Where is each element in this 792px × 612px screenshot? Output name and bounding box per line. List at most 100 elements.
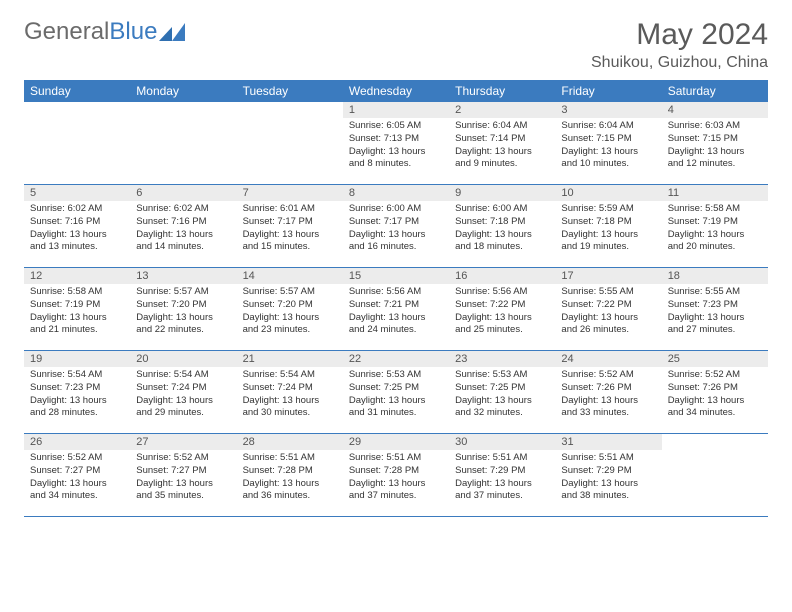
day-details: Sunrise: 6:03 AMSunset: 7:15 PMDaylight:…: [662, 118, 768, 175]
calendar-cell: 26Sunrise: 5:52 AMSunset: 7:27 PMDayligh…: [24, 434, 130, 517]
day-number: 9: [449, 185, 555, 201]
calendar-cell: 15Sunrise: 5:56 AMSunset: 7:21 PMDayligh…: [343, 268, 449, 351]
calendar-cell: 6Sunrise: 6:02 AMSunset: 7:16 PMDaylight…: [130, 185, 236, 268]
location: Shuikou, Guizhou, China: [591, 54, 768, 72]
day-details: Sunrise: 6:00 AMSunset: 7:17 PMDaylight:…: [343, 201, 449, 258]
calendar-row: 26Sunrise: 5:52 AMSunset: 7:27 PMDayligh…: [24, 434, 768, 517]
calendar-cell: 29Sunrise: 5:51 AMSunset: 7:28 PMDayligh…: [343, 434, 449, 517]
calendar-cell: 13Sunrise: 5:57 AMSunset: 7:20 PMDayligh…: [130, 268, 236, 351]
day-details: Sunrise: 5:56 AMSunset: 7:21 PMDaylight:…: [343, 284, 449, 341]
day-number: 8: [343, 185, 449, 201]
day-details: Sunrise: 5:55 AMSunset: 7:22 PMDaylight:…: [555, 284, 661, 341]
month-title: May 2024: [591, 18, 768, 52]
day-details: Sunrise: 5:59 AMSunset: 7:18 PMDaylight:…: [555, 201, 661, 258]
day-number: 30: [449, 434, 555, 450]
calendar-cell: 11Sunrise: 5:58 AMSunset: 7:19 PMDayligh…: [662, 185, 768, 268]
calendar-cell: 23Sunrise: 5:53 AMSunset: 7:25 PMDayligh…: [449, 351, 555, 434]
calendar-cell: 5Sunrise: 6:02 AMSunset: 7:16 PMDaylight…: [24, 185, 130, 268]
day-details: Sunrise: 5:51 AMSunset: 7:28 PMDaylight:…: [343, 450, 449, 507]
day-details: Sunrise: 6:05 AMSunset: 7:13 PMDaylight:…: [343, 118, 449, 175]
day-number: 19: [24, 351, 130, 367]
day-details: Sunrise: 6:04 AMSunset: 7:15 PMDaylight:…: [555, 118, 661, 175]
day-details: Sunrise: 5:54 AMSunset: 7:24 PMDaylight:…: [237, 367, 343, 424]
day-number: 5: [24, 185, 130, 201]
calendar-cell: [662, 434, 768, 517]
day-number: 16: [449, 268, 555, 284]
day-details: Sunrise: 6:02 AMSunset: 7:16 PMDaylight:…: [130, 201, 236, 258]
calendar-cell: 30Sunrise: 5:51 AMSunset: 7:29 PMDayligh…: [449, 434, 555, 517]
calendar-head: SundayMondayTuesdayWednesdayThursdayFrid…: [24, 80, 768, 102]
day-number: 6: [130, 185, 236, 201]
logo: GeneralBlue: [24, 18, 185, 46]
calendar-cell: 8Sunrise: 6:00 AMSunset: 7:17 PMDaylight…: [343, 185, 449, 268]
day-number: 22: [343, 351, 449, 367]
day-number: 24: [555, 351, 661, 367]
calendar-cell: 12Sunrise: 5:58 AMSunset: 7:19 PMDayligh…: [24, 268, 130, 351]
day-details: Sunrise: 5:54 AMSunset: 7:24 PMDaylight:…: [130, 367, 236, 424]
calendar-row: 1Sunrise: 6:05 AMSunset: 7:13 PMDaylight…: [24, 102, 768, 185]
calendar-cell: [24, 102, 130, 185]
calendar-cell: 14Sunrise: 5:57 AMSunset: 7:20 PMDayligh…: [237, 268, 343, 351]
calendar-cell: 7Sunrise: 6:01 AMSunset: 7:17 PMDaylight…: [237, 185, 343, 268]
weekday-header: Monday: [130, 80, 236, 102]
calendar-cell: 2Sunrise: 6:04 AMSunset: 7:14 PMDaylight…: [449, 102, 555, 185]
day-number: 27: [130, 434, 236, 450]
day-number: 17: [555, 268, 661, 284]
day-details: Sunrise: 6:02 AMSunset: 7:16 PMDaylight:…: [24, 201, 130, 258]
day-number: 1: [343, 102, 449, 118]
day-details: Sunrise: 5:56 AMSunset: 7:22 PMDaylight:…: [449, 284, 555, 341]
weekday-header: Wednesday: [343, 80, 449, 102]
day-number: 26: [24, 434, 130, 450]
calendar-cell: 28Sunrise: 5:51 AMSunset: 7:28 PMDayligh…: [237, 434, 343, 517]
calendar-row: 5Sunrise: 6:02 AMSunset: 7:16 PMDaylight…: [24, 185, 768, 268]
day-number: 13: [130, 268, 236, 284]
day-number: 25: [662, 351, 768, 367]
day-number: 23: [449, 351, 555, 367]
calendar-cell: 17Sunrise: 5:55 AMSunset: 7:22 PMDayligh…: [555, 268, 661, 351]
day-number: 21: [237, 351, 343, 367]
day-details: Sunrise: 5:55 AMSunset: 7:23 PMDaylight:…: [662, 284, 768, 341]
weekday-header: Thursday: [449, 80, 555, 102]
day-number: 31: [555, 434, 661, 450]
logo-icon: [159, 23, 185, 41]
day-details: Sunrise: 5:52 AMSunset: 7:26 PMDaylight:…: [662, 367, 768, 424]
title-block: May 2024 Shuikou, Guizhou, China: [591, 18, 768, 72]
day-details: Sunrise: 5:52 AMSunset: 7:27 PMDaylight:…: [130, 450, 236, 507]
calendar-row: 19Sunrise: 5:54 AMSunset: 7:23 PMDayligh…: [24, 351, 768, 434]
calendar-cell: 24Sunrise: 5:52 AMSunset: 7:26 PMDayligh…: [555, 351, 661, 434]
weekday-header: Tuesday: [237, 80, 343, 102]
calendar-cell: 27Sunrise: 5:52 AMSunset: 7:27 PMDayligh…: [130, 434, 236, 517]
calendar-cell: 25Sunrise: 5:52 AMSunset: 7:26 PMDayligh…: [662, 351, 768, 434]
calendar-cell: [130, 102, 236, 185]
day-number: 18: [662, 268, 768, 284]
calendar-cell: 20Sunrise: 5:54 AMSunset: 7:24 PMDayligh…: [130, 351, 236, 434]
day-number: 29: [343, 434, 449, 450]
calendar-row: 12Sunrise: 5:58 AMSunset: 7:19 PMDayligh…: [24, 268, 768, 351]
header: GeneralBlue May 2024 Shuikou, Guizhou, C…: [24, 18, 768, 72]
day-details: Sunrise: 5:51 AMSunset: 7:29 PMDaylight:…: [555, 450, 661, 507]
day-number: 12: [24, 268, 130, 284]
calendar-cell: 3Sunrise: 6:04 AMSunset: 7:15 PMDaylight…: [555, 102, 661, 185]
logo-text-blue: Blue: [109, 18, 157, 46]
day-details: Sunrise: 5:52 AMSunset: 7:27 PMDaylight:…: [24, 450, 130, 507]
day-details: Sunrise: 5:58 AMSunset: 7:19 PMDaylight:…: [662, 201, 768, 258]
day-number: 15: [343, 268, 449, 284]
day-details: Sunrise: 5:51 AMSunset: 7:28 PMDaylight:…: [237, 450, 343, 507]
day-details: Sunrise: 5:52 AMSunset: 7:26 PMDaylight:…: [555, 367, 661, 424]
calendar-cell: 16Sunrise: 5:56 AMSunset: 7:22 PMDayligh…: [449, 268, 555, 351]
calendar-cell: 22Sunrise: 5:53 AMSunset: 7:25 PMDayligh…: [343, 351, 449, 434]
day-details: Sunrise: 5:58 AMSunset: 7:19 PMDaylight:…: [24, 284, 130, 341]
day-number: 3: [555, 102, 661, 118]
calendar-cell: [237, 102, 343, 185]
calendar-body: 1Sunrise: 6:05 AMSunset: 7:13 PMDaylight…: [24, 102, 768, 517]
day-details: Sunrise: 6:04 AMSunset: 7:14 PMDaylight:…: [449, 118, 555, 175]
weekday-header: Saturday: [662, 80, 768, 102]
calendar-cell: 10Sunrise: 5:59 AMSunset: 7:18 PMDayligh…: [555, 185, 661, 268]
day-number: 20: [130, 351, 236, 367]
calendar-cell: 18Sunrise: 5:55 AMSunset: 7:23 PMDayligh…: [662, 268, 768, 351]
logo-text-gray: General: [24, 18, 109, 46]
day-details: Sunrise: 6:00 AMSunset: 7:18 PMDaylight:…: [449, 201, 555, 258]
day-details: Sunrise: 5:53 AMSunset: 7:25 PMDaylight:…: [343, 367, 449, 424]
day-details: Sunrise: 6:01 AMSunset: 7:17 PMDaylight:…: [237, 201, 343, 258]
weekday-header: Sunday: [24, 80, 130, 102]
